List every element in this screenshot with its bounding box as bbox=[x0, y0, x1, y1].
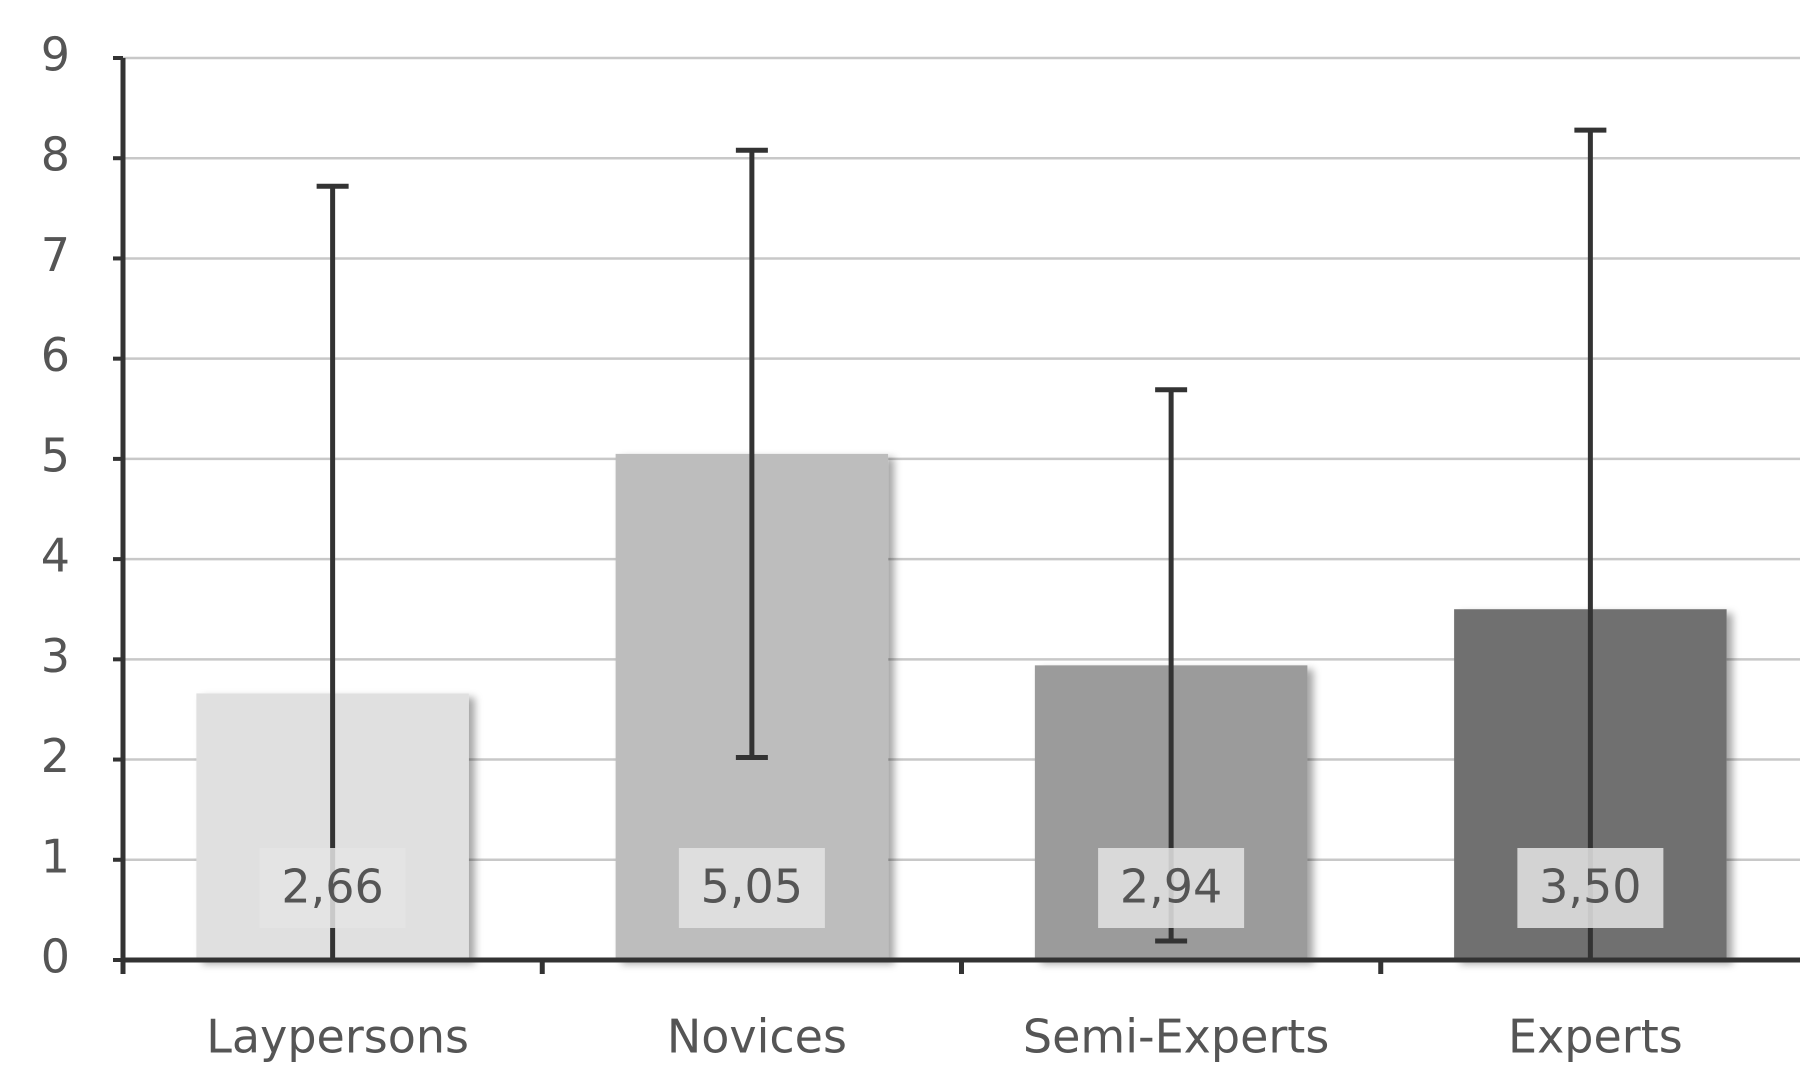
y-tick-label: 9 bbox=[41, 28, 70, 82]
value-label-box bbox=[259, 848, 406, 928]
x-tick-label: Laypersons bbox=[206, 1010, 469, 1064]
x-tick-label: Semi-Experts bbox=[1023, 1010, 1329, 1064]
value-label: 3,50 bbox=[1539, 860, 1641, 914]
value-label-box bbox=[678, 848, 825, 928]
value-label: 2,66 bbox=[281, 860, 383, 914]
y-tick-label: 0 bbox=[41, 930, 70, 984]
value-label: 5,05 bbox=[701, 860, 803, 914]
error-bar bbox=[316, 183, 349, 960]
y-tick-label: 2 bbox=[41, 729, 70, 783]
error-bar bbox=[1574, 127, 1607, 960]
value-label: 2,94 bbox=[1120, 860, 1222, 914]
value-label-box bbox=[1517, 848, 1664, 928]
x-tick-label: Experts bbox=[1508, 1010, 1683, 1064]
y-tick-label: 7 bbox=[41, 228, 70, 282]
y-tick-label: 8 bbox=[41, 128, 70, 182]
value-label-box bbox=[1098, 848, 1245, 928]
y-tick-label: 3 bbox=[41, 629, 70, 683]
y-tick-label: 6 bbox=[41, 328, 70, 382]
error-bar bbox=[735, 147, 768, 761]
y-tick-label: 5 bbox=[41, 428, 70, 482]
y-tick-label: 1 bbox=[41, 829, 70, 883]
y-tick-label: 4 bbox=[41, 529, 70, 583]
x-tick-label: Novices bbox=[667, 1010, 847, 1064]
